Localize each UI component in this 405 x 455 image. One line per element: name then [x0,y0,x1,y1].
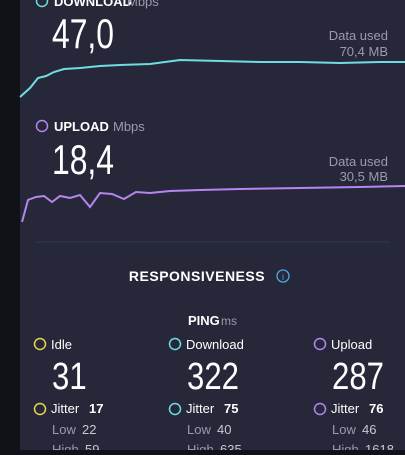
jitter-value: 17 [89,401,103,416]
download-data: 70,4 MB [340,44,388,59]
ping-value: 31 [52,356,87,398]
download-data-label: Data used [329,28,388,43]
ping-icon [33,337,47,351]
upload-data-label: Data used [329,154,388,169]
jitter-value: 75 [224,401,238,416]
ping-unit: ms [221,314,237,328]
low-label: Low [52,422,76,437]
info-icon-glyph: i [282,272,284,282]
jitter-label: Jitter [51,401,80,416]
jitter-icon [33,402,47,416]
upload-icon [35,119,49,133]
low-label: Low [332,422,356,437]
ping-column-label: Download [186,337,244,352]
download-label: DOWNLOAD [54,0,132,9]
low-value: 40 [217,422,231,437]
high-value: 59 [85,442,99,450]
panel [20,0,405,450]
ping-value: 322 [187,356,239,398]
high-value: 635 [220,442,242,450]
ping-label: PING [188,313,220,328]
upload-graph [21,185,405,223]
ping-icon [313,337,327,351]
ping-column-label: Upload [331,337,372,352]
responsiveness-title: RESPONSIVENESS [129,268,265,284]
high-label: High [52,442,79,450]
ping-value: 287 [332,356,384,398]
upload-label: UPLOAD [54,119,109,134]
download-speed: 47,0 [52,10,114,57]
jitter-icon [168,402,182,416]
download-unit: Mbps [127,0,159,9]
high-value: 1618 [365,442,394,450]
ping-column-label: Idle [51,337,72,352]
upload-speed: 18,4 [52,136,114,183]
upload-data: 30,5 MB [340,169,388,184]
jitter-value: 76 [369,401,383,416]
low-value: 22 [82,422,96,437]
low-value: 46 [362,422,376,437]
jitter-label: Jitter [186,401,215,416]
jitter-label: Jitter [331,401,360,416]
upload-unit: Mbps [113,119,145,134]
high-label: High [332,442,359,450]
low-label: Low [187,422,211,437]
info-icon[interactable] [276,269,290,283]
download-icon [35,0,49,8]
high-label: High [187,442,214,450]
ping-icon [168,337,182,351]
download-graph [19,58,405,98]
jitter-icon [313,402,327,416]
